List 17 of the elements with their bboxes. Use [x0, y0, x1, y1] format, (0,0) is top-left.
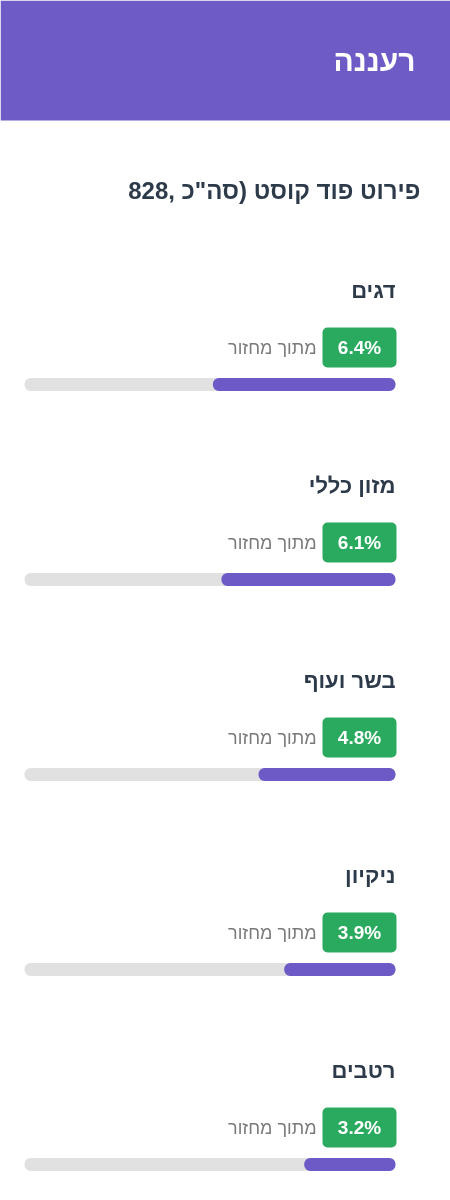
y-tick-label: דגים [351, 278, 396, 303]
chart-title: רעננה [333, 44, 416, 77]
annotation: מתוך מחזור [228, 1117, 317, 1138]
y-tick-label: רטבים [331, 1058, 396, 1083]
y-tick-label: ניקיון [345, 863, 396, 888]
data-label: 4.8% [337, 727, 382, 748]
data-label: 6.4% [337, 337, 382, 358]
y-tick-label: בשר ועוף [303, 668, 396, 693]
annotation: מתוך מחזור [228, 922, 317, 943]
chart-subtitle: פירוט פוד קוסט (סה"כ ,828 [128, 177, 421, 204]
data-label: 3.9% [337, 922, 382, 943]
annotation: מתוך מחזור [228, 337, 317, 358]
annotation: מתוך מחזור [228, 532, 317, 553]
annotation: מתוך מחזור [228, 727, 317, 748]
y-tick-label: מזון כללי [308, 473, 396, 498]
data-label: 3.2% [337, 1117, 382, 1138]
data-label: 6.1% [337, 532, 382, 553]
